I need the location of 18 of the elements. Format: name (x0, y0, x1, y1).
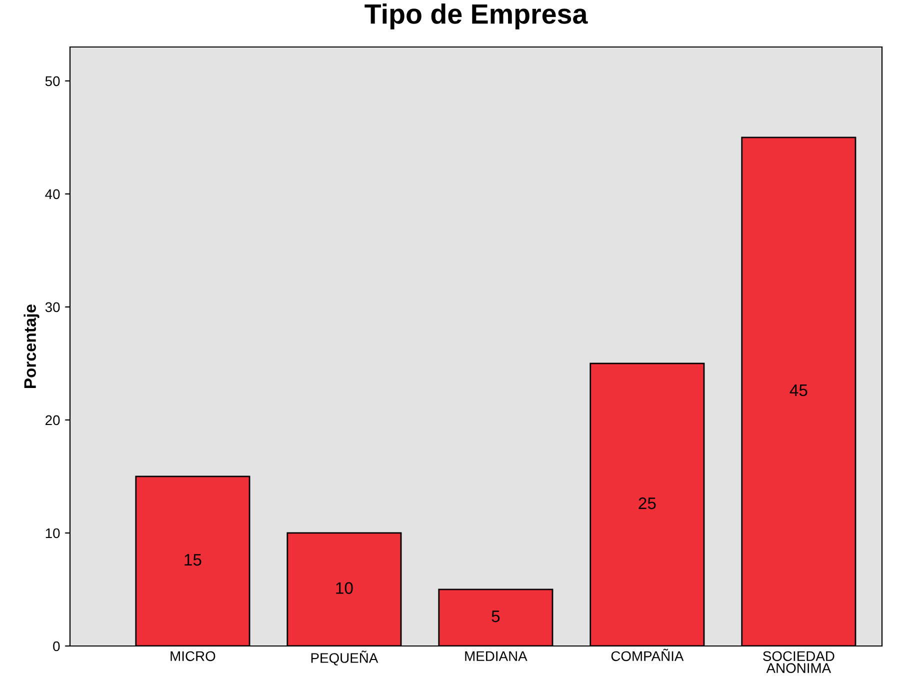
y-tick-label: 30 (45, 302, 60, 312)
x-tick-label: SOCIEDAD ANONIMA (763, 651, 834, 674)
data-label: 15 (184, 554, 202, 566)
data-label: 45 (790, 384, 808, 396)
data-label: 10 (336, 582, 353, 594)
x-tick-label: MEDIANA (465, 651, 528, 661)
y-tick-label: 40 (45, 189, 60, 200)
chart-title: Tipo de Empresa (364, 3, 588, 30)
y-tick-label: 50 (45, 76, 60, 86)
y-axis-title: Porcentaje (24, 304, 40, 388)
y-tick-label: 10 (46, 528, 60, 538)
data-label: 5 (492, 610, 500, 622)
y-tick-label: 0 (53, 641, 60, 652)
data-label: 25 (638, 497, 656, 510)
x-tick-label: PEQUEÑA (311, 650, 378, 666)
x-tick-label: COMPAÑIA (611, 648, 684, 662)
y-tick-label: 20 (46, 415, 60, 426)
x-tick-label: MICRO (170, 651, 216, 662)
